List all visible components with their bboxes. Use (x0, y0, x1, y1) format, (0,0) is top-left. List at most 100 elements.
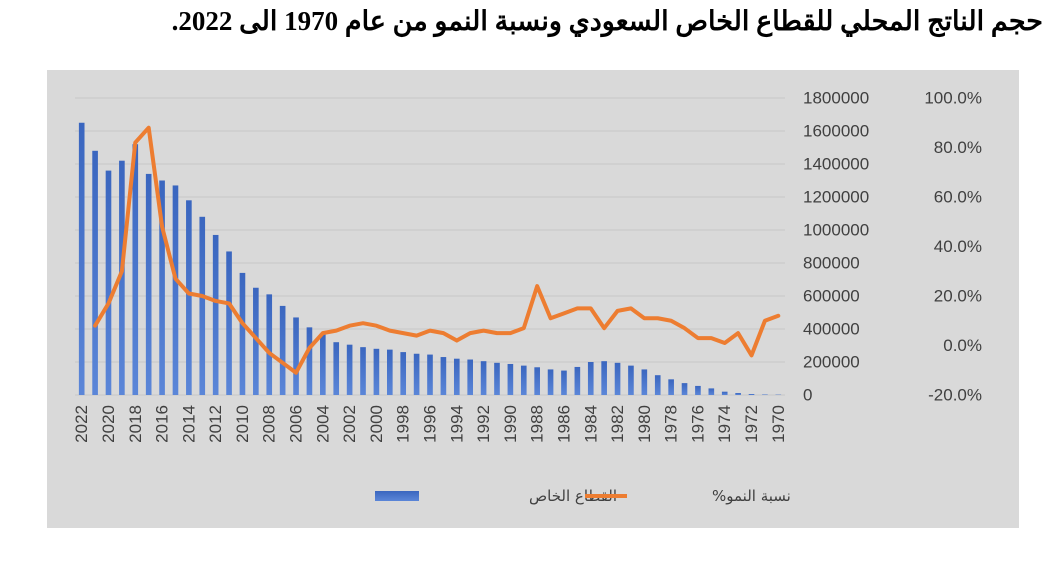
left-axis-tick-label: 1000000 (803, 221, 869, 240)
bar-2010 (239, 272, 246, 395)
bar-1988 (534, 367, 540, 395)
bar-2018 (132, 144, 139, 395)
bar-2000 (373, 348, 380, 395)
bar-1981 (628, 365, 634, 395)
bar-2009 (253, 287, 259, 395)
line-series (93, 125, 781, 375)
left-axis-tick-label: 600000 (803, 287, 860, 306)
x-tick-label: 2014 (179, 405, 198, 443)
bar-2008 (266, 294, 273, 395)
bar-1998 (400, 352, 407, 395)
bar-2006 (293, 317, 299, 395)
bar-1972 (748, 394, 755, 395)
x-tick-label: 1996 (421, 405, 440, 443)
bar-2001 (360, 347, 366, 395)
right-axis-tick-label: 80.0% (934, 138, 982, 157)
bar-series (78, 122, 782, 395)
bar-1974 (721, 391, 728, 395)
bar-2004 (320, 333, 326, 395)
right-axis-tick-label: 20.0% (934, 287, 982, 306)
right-axis-tick-label: 40.0% (934, 237, 982, 256)
chart-title: حجم الناتج المحلي للقطاع الخاص السعودي و… (171, 6, 1043, 36)
bar-1985 (574, 366, 581, 395)
x-tick-label: 1984 (581, 405, 600, 443)
bar-1996 (427, 354, 433, 395)
bar-1983 (601, 361, 607, 395)
bar-1975 (708, 388, 715, 395)
x-tick-label: 2010 (233, 405, 252, 443)
bar-1982 (614, 362, 621, 395)
bar-1973 (735, 393, 741, 395)
right-axis-tick-label: 100.0% (924, 89, 982, 108)
bar-1993 (467, 359, 474, 395)
bar-1986 (561, 370, 567, 395)
x-tick-label: 1990 (501, 405, 520, 443)
bar-2011 (226, 251, 232, 395)
bar-2003 (333, 342, 340, 395)
bar-1977 (681, 383, 688, 395)
bar-2007 (279, 305, 286, 395)
x-tick-label: 2018 (126, 405, 145, 443)
bar-1976 (695, 385, 701, 395)
growth-chart: 2022 2020 2018 2016 2014 2012 2010 2008 2006 2004… (72, 89, 982, 506)
x-tick-label: 2002 (340, 405, 359, 443)
legend-line-label: نسبة النمو% (712, 487, 791, 505)
x-tick-label: 1998 (394, 405, 413, 443)
left-axis-tick-label: 200000 (803, 353, 860, 372)
x-tick-label: 1980 (635, 405, 654, 443)
right-axis-tick-label: 0.0% (943, 336, 982, 355)
bar-1994 (453, 358, 460, 395)
bar-2021 (92, 150, 98, 395)
x-tick-label: 2004 (313, 405, 332, 443)
left-axis-tick-label: 1800000 (803, 89, 869, 108)
bar-2019 (119, 160, 125, 395)
bar-1999 (386, 349, 393, 395)
bar-2020 (105, 170, 112, 395)
bar-1992 (480, 361, 487, 395)
right-axis-tick-label: 60.0% (934, 188, 982, 207)
x-tick-label: 1978 (662, 405, 681, 443)
bar-1991 (494, 362, 500, 395)
left-axis-tick-label: 400000 (803, 320, 860, 339)
x-tick-label: 1986 (554, 405, 573, 443)
legend: القطاع الخاص نسبة النمو% (375, 487, 791, 505)
left-axis-ticks: 0 200000 400000 600000 800000 1000000 1200000 1… (803, 89, 869, 405)
bar-1995 (440, 357, 447, 395)
right-axis-ticks: -20.0% 0.0% 20.0% 40.0% 60.0% 80.0% 100.0% (924, 89, 982, 405)
bar-2022 (78, 122, 85, 395)
bar-2013 (199, 216, 206, 395)
legend-bar-swatch (375, 491, 419, 501)
x-tick-label: 2006 (287, 405, 306, 443)
bar-2014 (186, 200, 192, 395)
x-tick-label: 2000 (367, 405, 386, 443)
x-tick-label: 2022 (72, 405, 91, 443)
bar-1980 (641, 369, 648, 395)
bar-1997 (413, 353, 420, 395)
left-axis-tick-label: 1200000 (803, 188, 869, 207)
right-axis-tick-label: -20.0% (928, 386, 982, 405)
x-tick-label: 2008 (260, 405, 279, 443)
x-tick-label: 1972 (742, 405, 761, 443)
left-axis-tick-label: 1400000 (803, 155, 869, 174)
bar-1990 (507, 363, 514, 395)
bar-2015 (172, 185, 179, 395)
x-tick-label: 2020 (99, 405, 118, 443)
left-axis-tick-label: 800000 (803, 254, 860, 273)
bar-2005 (306, 327, 313, 395)
x-tick-label: 1976 (688, 405, 707, 443)
bar-2016 (159, 180, 165, 395)
bar-1989 (520, 365, 527, 395)
bar-1978 (668, 379, 674, 395)
x-tick-label: 1988 (528, 405, 547, 443)
bar-1979 (654, 375, 661, 395)
bar-1984 (587, 362, 594, 395)
bar-1987 (547, 369, 554, 395)
bar-2017 (145, 173, 152, 395)
x-tick-label: 2016 (153, 405, 172, 443)
chart-area: 2022 2020 2018 2016 2014 2012 2010 2008 2006 2004… (47, 70, 1019, 528)
x-axis-ticks: 2022 2020 2018 2016 2014 2012 2010 2008 2006 2004… (72, 405, 788, 443)
x-tick-label: 1974 (715, 405, 734, 443)
growth-line (93, 125, 781, 375)
x-tick-label: 1992 (474, 405, 493, 443)
legend-bar-label: القطاع الخاص (529, 487, 617, 505)
